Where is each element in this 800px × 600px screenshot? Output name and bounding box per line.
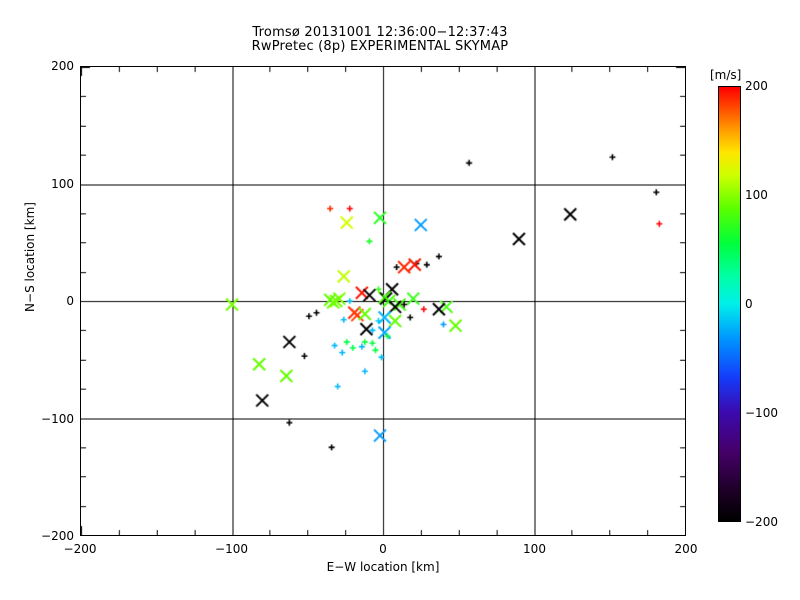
title-line-2: RwPretec (8p) EXPERIMENTAL SKYMAP [251,39,509,54]
colorbar-tick-label: 200 [745,79,768,93]
scatter-canvas [81,67,685,535]
y-tick-label: 200 [51,59,74,73]
title-line-1: Tromsø 20131001 12:36:00−12:37:43 [252,25,508,40]
colorbar-tick-label: 100 [745,188,768,202]
y-tick-label: 100 [51,176,74,191]
y-tick-label: 0 [66,294,74,308]
plot-area [80,66,686,536]
colorbar-gradient [718,86,741,522]
colorbar-tick-label: −100 [745,406,778,420]
colorbar-tick-label: −200 [745,515,778,529]
figure-title: Tromsø 20131001 12:36:00−12:37:43 RwPret… [0,26,760,54]
x-tick-label: 100 [523,542,546,556]
x-tick-label: −100 [215,542,248,556]
x-tick-label: 200 [674,542,698,556]
y-tick-label: −200 [41,529,74,543]
y-tick-label: −100 [41,411,74,426]
colorbar-units-label: [m/s] [710,68,742,82]
x-axis-title: E−W location [km] [326,560,440,574]
colorbar [718,86,741,522]
colorbar-tick-label: 0 [745,297,753,311]
x-tick-label: −200 [63,542,97,556]
x-tick-label: 0 [379,542,387,556]
